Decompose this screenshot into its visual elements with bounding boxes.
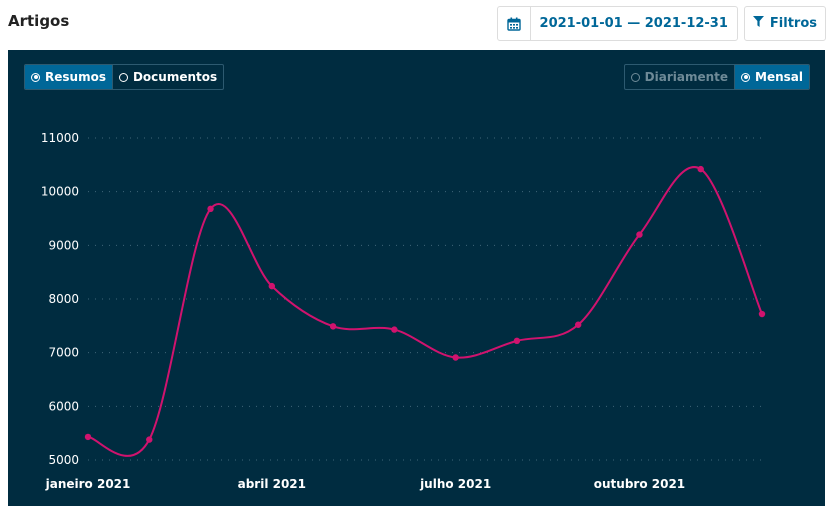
data-point bbox=[758, 310, 766, 318]
y-tick-label: 9000 bbox=[48, 238, 79, 252]
radio-selected-icon bbox=[31, 72, 40, 82]
data-point bbox=[268, 282, 276, 290]
toggle-resumos[interactable]: Resumos bbox=[25, 65, 112, 89]
y-tick-label: 10000 bbox=[41, 185, 79, 199]
data-point bbox=[452, 354, 459, 361]
data-point bbox=[636, 231, 643, 238]
radio-empty-icon bbox=[118, 72, 128, 82]
chart-panel: Resumos Documentos Diariamente Mensal 50… bbox=[8, 50, 825, 506]
date-range-button[interactable]: 2021-01-01 — 2021-12-31 bbox=[496, 6, 738, 41]
toggle-mensal[interactable]: Mensal bbox=[734, 65, 809, 89]
toggle-documentos[interactable]: Documentos bbox=[111, 65, 223, 89]
y-tick-label: 6000 bbox=[48, 399, 79, 413]
data-point bbox=[697, 165, 704, 173]
filter-icon bbox=[752, 16, 764, 31]
series-line bbox=[87, 166, 763, 457]
x-tick-label: julho 2021 bbox=[419, 477, 491, 491]
data-point bbox=[146, 436, 153, 443]
x-tick-label: abril 2021 bbox=[238, 477, 306, 491]
data-point bbox=[329, 323, 337, 330]
toggle-mensal-label: Mensal bbox=[755, 70, 803, 84]
toggle-documentos-label: Documentos bbox=[132, 70, 218, 84]
filter-label: Filtros bbox=[769, 16, 817, 31]
toggle-diariamente-label: Diariamente bbox=[644, 70, 729, 84]
toolbar: 2021-01-01 — 2021-12-31 Filtros bbox=[496, 6, 826, 41]
line-chart: 5000 6000 7000 8000 9000 10000 11000 janeiro 20… bbox=[41, 131, 766, 491]
toggle-diariamente[interactable]: Diariamente bbox=[625, 65, 734, 89]
y-tick-label: 5000 bbox=[48, 453, 79, 467]
y-tick-label: 8000 bbox=[48, 292, 79, 306]
y-tick-label: 11000 bbox=[41, 131, 79, 145]
radio-empty-icon bbox=[630, 72, 640, 82]
radio-selected-icon bbox=[741, 72, 751, 82]
data-point bbox=[513, 337, 521, 345]
toggle-resumos-label: Resumos bbox=[45, 70, 106, 84]
page-title: Artigos bbox=[8, 12, 70, 30]
y-tick-label: 7000 bbox=[48, 346, 79, 360]
data-point bbox=[574, 321, 582, 328]
x-tick-label: outubro 2021 bbox=[594, 477, 685, 491]
type-toggle-group: Resumos Documentos bbox=[24, 64, 225, 90]
date-range-label[interactable]: 2021-01-01 — 2021-12-31 bbox=[529, 7, 737, 40]
filter-button[interactable]: Filtros bbox=[743, 6, 826, 41]
interval-toggle-group: Diariamente Mensal bbox=[623, 64, 810, 90]
data-point bbox=[207, 205, 214, 213]
x-tick-label: janeiro 2021 bbox=[45, 477, 131, 491]
data-point bbox=[391, 326, 398, 333]
data-point bbox=[84, 433, 92, 441]
calendar-icon[interactable] bbox=[498, 7, 530, 40]
